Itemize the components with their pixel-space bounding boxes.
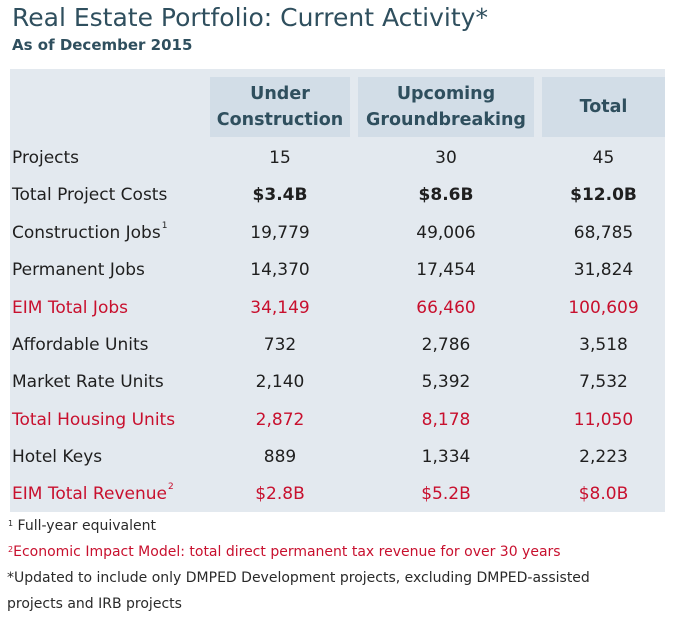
footnote-text: Economic Impact Model: total direct perm… bbox=[13, 544, 561, 560]
row-label: Construction Jobs1 bbox=[12, 215, 167, 252]
table-row: Total Housing Units 2,872 8,178 11,050 bbox=[10, 402, 665, 439]
table-row: Projects 15 30 45 bbox=[10, 140, 665, 177]
row-label-text: Affordable Units bbox=[12, 335, 149, 355]
footnote-ref: 2 bbox=[167, 482, 174, 492]
table-cell: $2.8B bbox=[255, 484, 305, 504]
table-row: Permanent Jobs 14,370 17,454 31,824 bbox=[10, 252, 665, 289]
footnote-ref: 1 bbox=[161, 221, 168, 231]
footnote-2: 2Economic Impact Model: total direct per… bbox=[7, 544, 561, 560]
table-cell: 68,785 bbox=[573, 223, 634, 243]
row-label: Permanent Jobs bbox=[12, 252, 145, 289]
table-cell: $12.0B bbox=[570, 185, 637, 205]
row-label: Hotel Keys bbox=[12, 439, 102, 476]
table-row: EIM Total Revenue2 $2.8B $5.2B $8.0B bbox=[10, 476, 665, 513]
footnote-3-line-1: *Updated to include only DMPED Developme… bbox=[7, 570, 590, 586]
table-row: Total Project Costs $3.4B $8.6B $12.0B bbox=[10, 177, 665, 214]
column-header-line: Total bbox=[579, 97, 628, 117]
row-label-text: Hotel Keys bbox=[12, 447, 103, 467]
table-row: Construction Jobs1 19,779 49,006 68,785 bbox=[10, 215, 665, 252]
row-label-text: Total Housing Units bbox=[12, 410, 176, 430]
table-cell: $8.6B bbox=[418, 185, 474, 205]
table-cell: 19,779 bbox=[250, 223, 310, 243]
table-cell: 17,454 bbox=[416, 260, 476, 280]
row-label-text: Projects bbox=[12, 148, 80, 168]
table-row: EIM Total Jobs 34,149 66,460 100,609 bbox=[10, 290, 665, 327]
row-label: Total Housing Units bbox=[12, 402, 175, 439]
column-header-total: Total bbox=[542, 77, 665, 137]
column-header-under-construction: Under Construction bbox=[210, 77, 350, 137]
row-label-text: Permanent Jobs bbox=[12, 260, 145, 280]
row-label: EIM Total Revenue2 bbox=[12, 476, 174, 513]
table-cell: 11,050 bbox=[573, 410, 634, 430]
table-cell: 2,872 bbox=[255, 410, 305, 430]
footnote-3-line-2: projects and IRB projects bbox=[7, 596, 182, 612]
column-header-line: Groundbreaking bbox=[366, 110, 526, 130]
table-cell: 5,392 bbox=[421, 372, 471, 392]
row-label: Projects bbox=[12, 140, 79, 177]
table-cell: 49,006 bbox=[416, 223, 476, 243]
table-cell: 100,609 bbox=[568, 298, 639, 318]
footnote-text: Full-year equivalent bbox=[17, 518, 156, 534]
table-cell: 1,334 bbox=[421, 447, 471, 467]
table-row: Hotel Keys 889 1,334 2,223 bbox=[10, 439, 665, 476]
row-label: Total Project Costs bbox=[12, 177, 167, 214]
row-label: EIM Total Jobs bbox=[12, 290, 128, 327]
table-cell: 66,460 bbox=[416, 298, 476, 318]
table-cell: $5.2B bbox=[421, 484, 471, 504]
page-title: Real Estate Portfolio: Current Activity* bbox=[12, 3, 488, 32]
row-label: Affordable Units bbox=[12, 327, 148, 364]
table-cell: 31,824 bbox=[573, 260, 634, 280]
column-header-line: Under bbox=[250, 84, 310, 104]
table-cell: $3.4B bbox=[252, 185, 308, 205]
row-label-text: Construction Jobs bbox=[12, 223, 161, 243]
row-label-text: Market Rate Units bbox=[12, 372, 164, 392]
table-cell: 2,786 bbox=[421, 335, 471, 355]
footnote-mark: 2 bbox=[8, 545, 14, 554]
row-label-text: EIM Total Revenue bbox=[12, 484, 167, 504]
table-cell: 3,518 bbox=[579, 335, 628, 355]
table-cell: 45 bbox=[592, 148, 615, 168]
table-cell: 34,149 bbox=[250, 298, 310, 318]
row-label-text: EIM Total Jobs bbox=[12, 298, 128, 318]
column-header-line: Upcoming bbox=[396, 84, 496, 104]
table-cell: 8,178 bbox=[421, 410, 471, 430]
table-cell: 30 bbox=[435, 148, 457, 168]
footnote-1: 1 Full-year equivalent bbox=[7, 518, 156, 534]
table-row: Affordable Units 732 2,786 3,518 bbox=[10, 327, 665, 364]
row-label: Market Rate Units bbox=[12, 364, 164, 401]
page-subtitle: As of December 2015 bbox=[12, 36, 193, 54]
table-cell: 732 bbox=[263, 335, 297, 355]
table-cell: 2,223 bbox=[579, 447, 628, 467]
column-header-line: Construction bbox=[216, 110, 344, 130]
column-header-upcoming-groundbreaking: Upcoming Groundbreaking bbox=[358, 77, 534, 137]
table-row: Market Rate Units 2,140 5,392 7,532 bbox=[10, 364, 665, 401]
row-label-text: Total Project Costs bbox=[12, 185, 168, 205]
footnote-mark: 1 bbox=[8, 519, 14, 528]
table-cell: $8.0B bbox=[578, 484, 629, 504]
table-cell: 889 bbox=[263, 447, 297, 467]
table-cell: 15 bbox=[269, 148, 291, 168]
table-cell: 7,532 bbox=[579, 372, 628, 392]
table-cell: 14,370 bbox=[250, 260, 310, 280]
table-cell: 2,140 bbox=[255, 372, 305, 392]
portfolio-table: Under Construction Upcoming Groundbreaki… bbox=[10, 69, 665, 512]
